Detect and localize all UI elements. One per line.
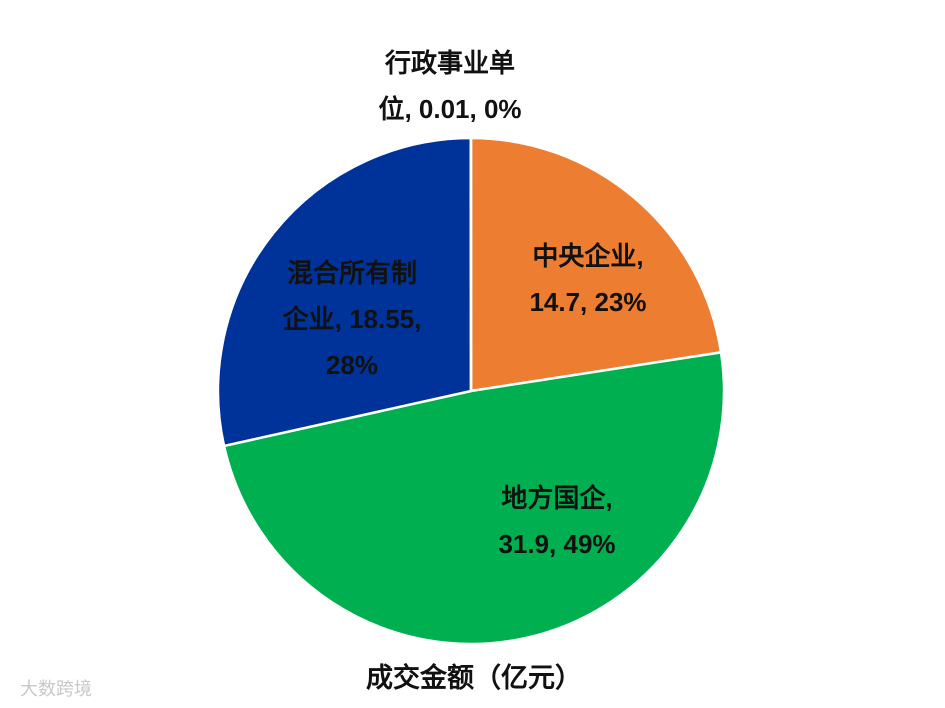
pie [216, 136, 726, 646]
data-label: 31.9, 49% [498, 529, 615, 559]
pie-slice [216, 136, 473, 448]
data-label: 位, 0.01, 0% [378, 94, 521, 124]
data-label: 企业, 18.55, [283, 304, 422, 334]
data-label: 28% [326, 350, 378, 380]
pie-slice [222, 350, 726, 646]
chart-title: 成交金额（亿元） [366, 662, 582, 693]
data-label: 14.7, 23% [529, 287, 646, 317]
pie-slice [469, 136, 723, 393]
data-label: 混合所有制 [287, 258, 417, 288]
data-label: 中央企业, [532, 241, 643, 271]
data-label: 行政事业单 [384, 48, 515, 78]
watermark: 大数跨境 [20, 679, 92, 699]
data-label: 地方国企, [501, 483, 612, 513]
